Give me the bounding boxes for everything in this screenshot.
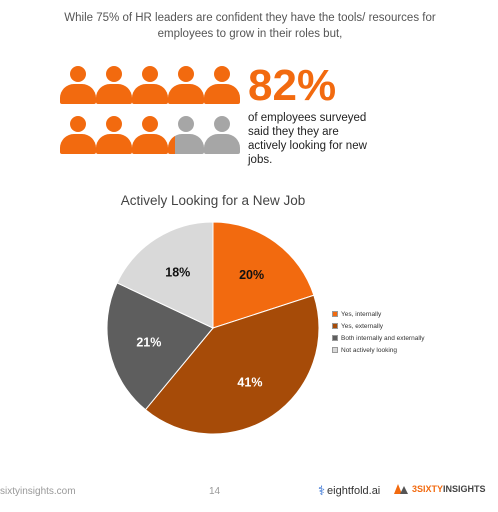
- stat-description: of employees surveyed said they they are…: [248, 112, 367, 166]
- 3sixty-logo-prefix: 3SIXTY: [412, 484, 444, 494]
- person-body: [60, 134, 96, 154]
- person-icon: [204, 66, 240, 110]
- 3sixty-logo-suffix: INSIGHTS: [443, 484, 486, 494]
- person-body: [204, 134, 240, 154]
- person-head: [178, 66, 194, 82]
- person-head: [142, 66, 158, 82]
- legend-swatch: [332, 335, 338, 341]
- legend-label: Both internally and externally: [341, 334, 425, 342]
- eightfold-logo: ⚕ eightfold.ai: [318, 483, 380, 499]
- pie-slice-label: 20%: [239, 268, 264, 282]
- person-head: [178, 116, 194, 132]
- person-icon: [132, 66, 168, 110]
- person-icon: [168, 116, 204, 160]
- stat-number: 82%: [248, 61, 337, 110]
- person-icon: [60, 66, 96, 110]
- 3sixty-icon: [394, 484, 408, 494]
- person-icon: [204, 116, 240, 160]
- pie-slice-1: [144, 294, 320, 435]
- person-body: [96, 134, 132, 154]
- 3sixty-logo: 3SIXTY INSIGHTS: [393, 483, 486, 495]
- legend-item: Yes, externally: [332, 320, 424, 332]
- person-body: [168, 84, 204, 104]
- footer-url[interactable]: sixtyinsights.com: [0, 486, 76, 497]
- legend-label: Yes, internally: [341, 310, 382, 318]
- person-head: [142, 116, 158, 132]
- person-head: [106, 116, 122, 132]
- person-head: [214, 66, 230, 82]
- person-body: [60, 84, 96, 104]
- intro-text: While 75% of HR leaders are confident th…: [64, 12, 436, 40]
- person-body: [96, 84, 132, 104]
- people-icon-grid: [60, 66, 240, 166]
- legend-label: Yes, externally: [341, 322, 384, 330]
- legend-swatch: [332, 311, 338, 317]
- person-icon: [96, 66, 132, 110]
- person-body: [204, 84, 240, 104]
- person-head: [70, 66, 86, 82]
- pie-slice-label: 21%: [136, 335, 161, 349]
- chart-legend: Yes, internally Yes, externally Both inter…: [332, 308, 424, 356]
- person-icon: [96, 116, 132, 160]
- pie-chart: 20% 41% 21% 18%: [106, 221, 320, 435]
- person-icon: [168, 66, 204, 110]
- person-head: [214, 116, 230, 132]
- person-body: [132, 134, 168, 154]
- page-number: 14: [209, 486, 221, 497]
- person-body: [168, 134, 204, 154]
- person-body: [132, 84, 168, 104]
- pie-slice-0: [212, 221, 315, 329]
- legend-item: Both internally and externally: [332, 332, 424, 344]
- eightfold-logo-text: eightfold.ai: [327, 485, 381, 497]
- legend-swatch: [332, 347, 338, 353]
- person-head: [70, 116, 86, 132]
- legend-item: Yes, internally: [332, 308, 424, 320]
- person-icon: [60, 116, 96, 160]
- legend-label: Not actively looking: [341, 346, 397, 354]
- legend-swatch: [332, 323, 338, 329]
- person-icon: [132, 116, 168, 160]
- pie-slice-label: 18%: [165, 266, 190, 280]
- eightfold-icon: ⚕: [318, 483, 326, 498]
- legend-item: Not actively looking: [332, 344, 424, 356]
- pie-slice-label: 41%: [237, 375, 262, 389]
- person-head: [106, 66, 122, 82]
- pie-slice-2: [106, 282, 214, 411]
- pie-slice-3: [116, 221, 214, 329]
- chart-title: Actively Looking for a New Job: [120, 193, 306, 208]
